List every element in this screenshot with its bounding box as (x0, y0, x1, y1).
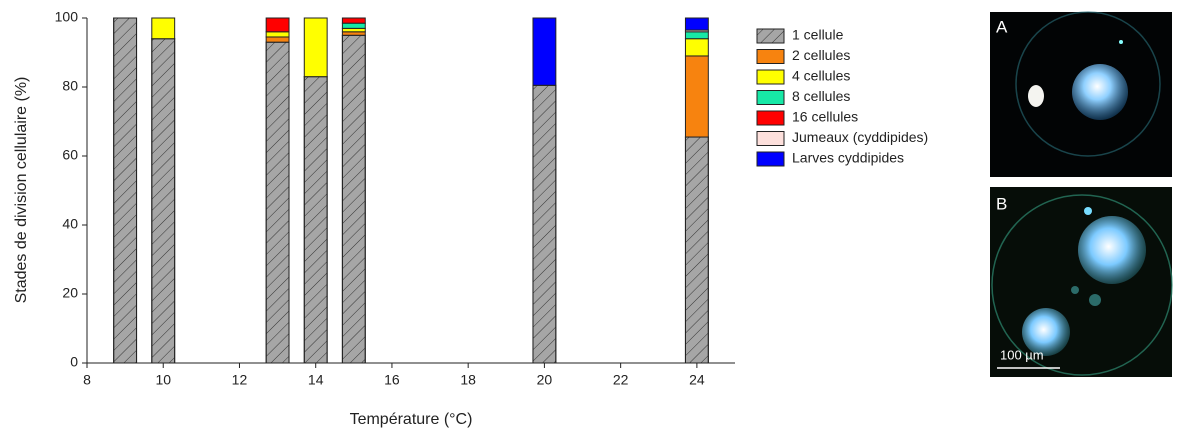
y-tick-label: 60 (62, 147, 78, 163)
legend-label: 8 cellules (792, 88, 850, 104)
x-tick-label: 18 (460, 372, 476, 388)
x-axis-label: Température (°C) (350, 411, 473, 428)
y-tick-label: 0 (70, 354, 78, 370)
bar-hatch (684, 136, 709, 364)
bar-segment (265, 36, 290, 43)
x-tick-label: 8 (83, 372, 91, 388)
x-tick-label: 24 (689, 372, 705, 388)
bar-hatch (113, 17, 138, 364)
legend-swatch (756, 90, 785, 105)
bar-segment (265, 31, 290, 38)
bar-segment (341, 31, 366, 36)
scale-bar-label: 100 µm (1000, 347, 1044, 362)
legend-label: 16 cellules (792, 109, 858, 125)
legend-label: 2 cellules (792, 47, 850, 63)
bar-segment (341, 17, 366, 24)
y-axis-label: Stades de division cellulaire (%) (13, 77, 30, 304)
legend-swatch (756, 151, 785, 167)
bar-segment (265, 17, 290, 33)
y-tick-label: 80 (62, 78, 78, 94)
panel-label: A (996, 17, 1008, 36)
legend-hatch (756, 28, 785, 44)
bar-segment (341, 27, 366, 33)
legend-label: Jumeaux (cyddipides) (792, 129, 928, 145)
panel-b: B 100 µm (990, 187, 1173, 377)
legend-swatch (756, 110, 785, 126)
bar-segment (532, 17, 557, 86)
x-tick-label: 16 (384, 372, 400, 388)
legend-label: Larves cyddipides (792, 150, 904, 166)
y-tick-label: 40 (62, 216, 78, 232)
bar-segment (341, 22, 366, 29)
x-tick-label: 22 (613, 372, 629, 388)
x-tick-label: 10 (155, 372, 171, 388)
x-tick-label: 12 (232, 372, 248, 388)
bar-segment (684, 55, 709, 138)
legend-label: 1 cellule (792, 27, 844, 43)
bar-segment (684, 38, 709, 57)
bar-hatch (341, 34, 366, 364)
bar-segment (151, 17, 176, 40)
legend-label: 4 cellules (792, 68, 850, 84)
bar-hatch (265, 41, 290, 364)
x-tick-label: 20 (537, 372, 553, 388)
y-tick-label: 100 (55, 9, 79, 25)
y-tick-label: 20 (62, 285, 78, 301)
panel-label: B (996, 194, 1007, 213)
bar-segment (684, 31, 709, 40)
legend-swatch (756, 69, 785, 85)
legend-swatch (756, 131, 785, 146)
bar-segment (303, 17, 328, 78)
bar-hatch (532, 84, 557, 364)
x-tick-label: 14 (308, 372, 324, 388)
bar-segment (684, 17, 709, 31)
panel-a: A (990, 11, 1172, 177)
bar-hatch (303, 76, 328, 364)
legend-swatch (756, 49, 785, 64)
bar-hatch (151, 38, 176, 364)
